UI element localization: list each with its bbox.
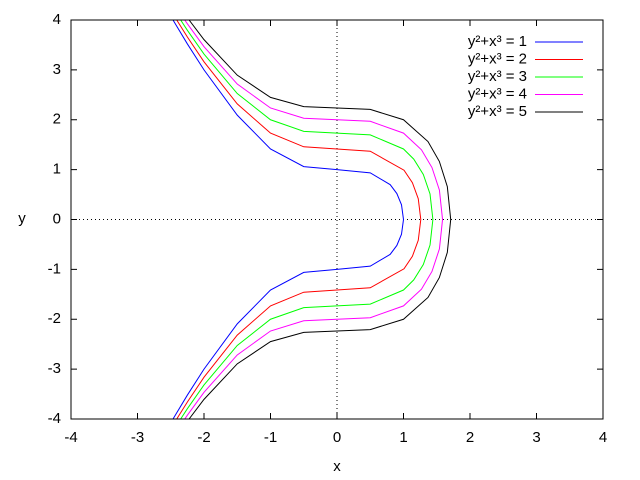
- legend-label: y²+x³ = 5: [468, 103, 527, 120]
- x-tick-label: -4: [64, 429, 77, 446]
- curve: [176, 19, 422, 420]
- y-tick-label: 0: [53, 210, 61, 227]
- x-tick-label: -3: [131, 429, 144, 446]
- y-tick-label: -1: [48, 260, 61, 277]
- plot-border: [70, 19, 604, 420]
- legend-label: y²+x³ = 1: [468, 33, 527, 50]
- x-axis-label: x: [333, 458, 341, 475]
- x-tick-label: 2: [466, 429, 474, 446]
- curve: [188, 19, 452, 420]
- curve: [180, 19, 434, 420]
- legend-label: y²+x³ = 2: [468, 50, 527, 67]
- x-tick-label: 4: [599, 429, 607, 446]
- y-tick-label: 3: [53, 61, 61, 78]
- y-tick-label: -4: [48, 410, 61, 427]
- legend-label: y²+x³ = 3: [468, 68, 527, 85]
- y-tick-label: -3: [48, 360, 61, 377]
- x-tick-label: 0: [333, 429, 341, 446]
- legend-label: y²+x³ = 4: [468, 85, 527, 102]
- curve: [172, 19, 405, 420]
- y-tick-label: -2: [48, 310, 61, 327]
- y-tick-label: 4: [53, 11, 61, 28]
- x-tick-label: -2: [197, 429, 210, 446]
- y-axis-label: y: [18, 210, 26, 227]
- curve: [184, 19, 444, 420]
- y-tick-label: 2: [53, 111, 61, 128]
- x-tick-label: -1: [264, 429, 277, 446]
- x-tick-label: 1: [399, 429, 407, 446]
- x-tick-label: 3: [532, 429, 540, 446]
- y-tick-label: 1: [53, 161, 61, 178]
